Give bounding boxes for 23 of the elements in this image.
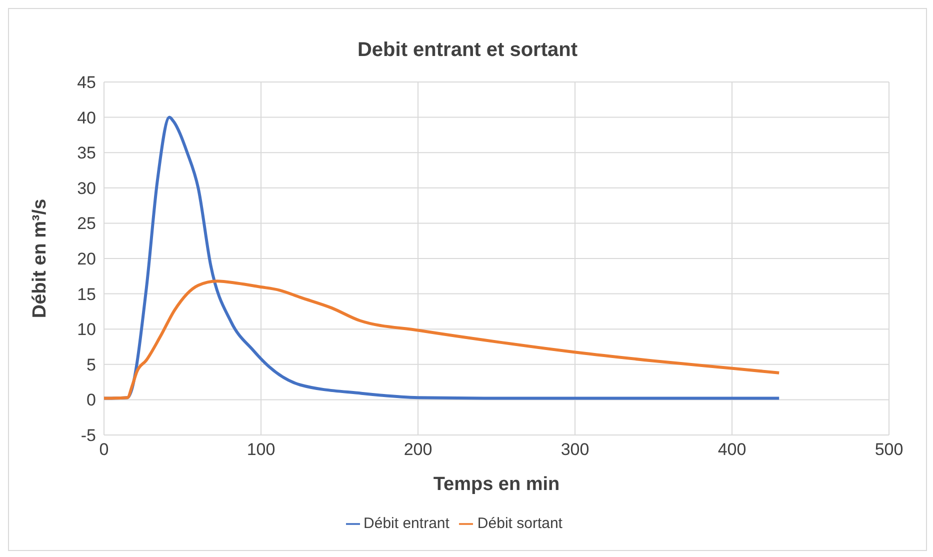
legend-label: Débit entrant — [364, 515, 450, 532]
y-tick-label: 35 — [77, 144, 96, 163]
y-tick-label: 45 — [77, 73, 96, 92]
chart-title: Debit entrant et sortant — [356, 39, 579, 62]
x-tick-label: 400 — [718, 440, 746, 460]
y-tick-label: -5 — [80, 426, 96, 446]
x-tick-label: 500 — [874, 440, 904, 460]
legend-label: Débit sortant — [477, 515, 562, 532]
x-tick-label: 300 — [560, 440, 590, 460]
x-tick-label: 200 — [404, 440, 432, 460]
y-tick-label: 40 — [77, 108, 96, 128]
y-tick-label: 10 — [77, 320, 96, 340]
x-tick-label: 100 — [246, 440, 276, 460]
y-tick-label: 0 — [86, 390, 96, 410]
y-tick-label: 20 — [77, 250, 96, 269]
x-axis-title: Temps en min — [433, 474, 560, 495]
y-tick-label: 15 — [77, 284, 96, 304]
y-tick-label: 30 — [77, 178, 96, 198]
x-tick-label: 0 — [99, 440, 109, 460]
y-tick-label: 25 — [77, 214, 96, 234]
y-axis-title: Débit en m³/s — [30, 198, 51, 318]
line-series — [104, 280, 781, 400]
y-tick-label: 5 — [86, 355, 96, 374]
